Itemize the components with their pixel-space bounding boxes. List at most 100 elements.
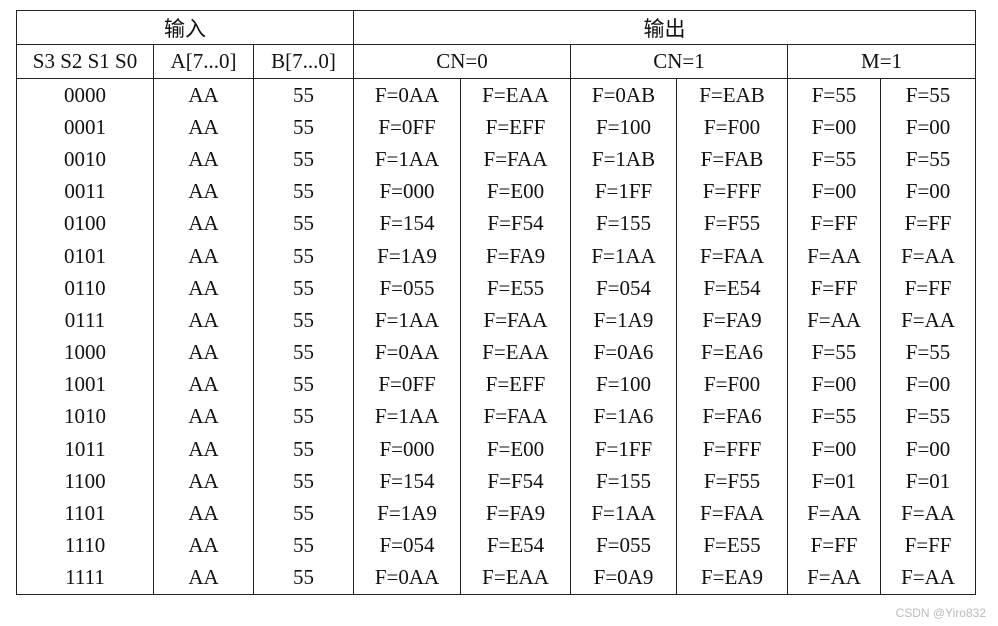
table-cell: F=F55 (676, 207, 789, 240)
table-cell: F=00 (880, 368, 977, 401)
table-cell: F=0A9 (570, 561, 678, 595)
table-cell: F=55 (880, 78, 977, 112)
table-cell: F=55 (787, 400, 882, 434)
table-cell: F=AA (880, 497, 977, 530)
table-cell: 55 (252, 433, 355, 466)
table-cell: 55 (252, 272, 355, 305)
table-cell: F=01 (880, 465, 977, 498)
table-cell: 55 (252, 336, 355, 369)
table-cell: F=0AA (353, 336, 462, 369)
table-cell: AA (153, 400, 254, 434)
header-cell: M=1 (787, 44, 977, 79)
table-cell: 0101 (16, 239, 154, 273)
table-cell: 55 (252, 207, 355, 240)
table-cell: F=EA9 (676, 561, 789, 595)
table-cell: F=E55 (676, 529, 789, 562)
table-cell: F=EFF (460, 111, 572, 144)
table-row: 0101 AA 55 F=1A9 F=FA9 F=1AA F=FAA F=AA F=AA (16, 239, 977, 273)
table-cell: F=1A9 (353, 497, 462, 530)
table-cell: 55 (252, 111, 355, 144)
table-cell: F=55 (787, 78, 882, 112)
table-cell: AA (153, 465, 254, 498)
table-row: 1010 AA 55 F=1AA F=FAA F=1A6 F=FA6 F=55 F=55 (16, 400, 977, 434)
table-cell: F=FF (880, 207, 977, 240)
table-cell: F=1AB (570, 143, 678, 176)
table-cell: 0111 (16, 304, 154, 337)
header-cell: S3 S2 S1 S0 (16, 44, 154, 79)
table-cell: AA (153, 304, 254, 337)
table-cell: F=55 (787, 336, 882, 369)
table-cell: F=01 (787, 465, 882, 498)
table-row: 0010 AA 55 F=1AA F=FAA F=1AB F=FAB F=55 F=55 (16, 143, 977, 176)
table-cell: F=00 (787, 433, 882, 466)
table-cell: F=00 (880, 175, 977, 208)
table-cell: F=AA (787, 304, 882, 337)
table-cell: AA (153, 529, 254, 562)
table-cell: F=FAA (460, 304, 572, 337)
table-cell: 1001 (16, 368, 154, 401)
table-cell: 55 (252, 143, 355, 176)
table-cell: 1000 (16, 336, 154, 369)
table-cell: 1010 (16, 400, 154, 434)
table-cell: F=FAA (676, 239, 789, 273)
table-cell: F=154 (353, 207, 462, 240)
table-cell: 0100 (16, 207, 154, 240)
table-cell: 55 (252, 78, 355, 112)
table-cell: F=1A9 (570, 304, 678, 337)
table-cell: 1100 (16, 465, 154, 498)
table-cell: AA (153, 433, 254, 466)
table-cell: F=1AA (353, 400, 462, 434)
table-cell: F=55 (787, 143, 882, 176)
table-cell: 55 (252, 175, 355, 208)
table-cell: 0000 (16, 78, 154, 112)
table: 输入 输出 S3 S2 S1 S0 A[7...0] B[7...0] CN=0… (15, 10, 977, 595)
table-cell: F=AA (880, 304, 977, 337)
table-cell: 0010 (16, 143, 154, 176)
table-cell: F=55 (880, 143, 977, 176)
table-cell: F=1A9 (353, 239, 462, 273)
table-cell: F=F54 (460, 465, 572, 498)
table-cell: F=1AA (570, 497, 678, 530)
table-cell: F=155 (570, 207, 678, 240)
header-cell: A[7...0] (153, 44, 254, 79)
table-row: 0110 AA 55 F=055 F=E55 F=054 F=E54 F=FF F=FF (16, 272, 977, 305)
table-cell: 1110 (16, 529, 154, 562)
table-cell: AA (153, 175, 254, 208)
table-cell: F=E54 (460, 529, 572, 562)
table-row: 1101 AA 55 F=1A9 F=FA9 F=1AA F=FAA F=AA F=AA (16, 497, 977, 530)
table-cell: F=155 (570, 465, 678, 498)
table-cell: F=E00 (460, 175, 572, 208)
table-cell: F=55 (880, 336, 977, 369)
table-row: 1000 AA 55 F=0AA F=EAA F=0A6 F=EA6 F=55 F=55 (16, 336, 977, 369)
table-cell: 55 (252, 304, 355, 337)
watermark: CSDN @Yiro832 (895, 606, 986, 620)
table-cell: AA (153, 239, 254, 273)
table-cell: F=00 (787, 175, 882, 208)
table-cell: F=0AA (353, 78, 462, 112)
table-cell: F=AA (880, 561, 977, 595)
table-cell: F=055 (570, 529, 678, 562)
table-cell: 1101 (16, 497, 154, 530)
table-cell: F=EAA (460, 561, 572, 595)
table-cell: 55 (252, 368, 355, 401)
table-cell: F=054 (353, 529, 462, 562)
table-cell: F=FAB (676, 143, 789, 176)
table-cell: F=054 (570, 272, 678, 305)
table-cell: F=EAA (460, 78, 572, 112)
table-cell: F=E55 (460, 272, 572, 305)
header-row: S3 S2 S1 S0 A[7...0] B[7...0] CN=0 CN=1 … (16, 44, 977, 79)
table-cell: F=EFF (460, 368, 572, 401)
table-cell: F=0AB (570, 78, 678, 112)
table-row: 0001 AA 55 F=0FF F=EFF F=100 F=F00 F=00 F=00 (16, 111, 977, 144)
table-cell: F=000 (353, 433, 462, 466)
header-cell: B[7...0] (252, 44, 355, 79)
table-cell: F=1A6 (570, 400, 678, 434)
table-cell: F=AA (787, 497, 882, 530)
table-cell: F=E54 (676, 272, 789, 305)
table-cell: F=FAA (460, 143, 572, 176)
table-cell: F=FFF (676, 175, 789, 208)
table-cell: 0110 (16, 272, 154, 305)
table-row: 0100 AA 55 F=154 F=F54 F=155 F=F55 F=FF F=FF (16, 207, 977, 240)
header-cell: CN=0 (353, 44, 572, 79)
table-body: 输入 输出 S3 S2 S1 S0 A[7...0] B[7...0] CN=0… (15, 10, 977, 595)
